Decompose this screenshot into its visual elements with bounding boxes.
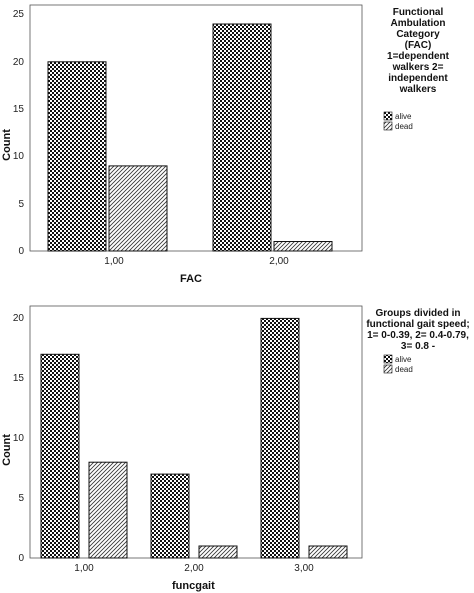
x-tick-label: 2,00 <box>184 563 204 574</box>
y-tick-label: 5 <box>18 199 24 210</box>
legend-title-line: (FAC) <box>405 40 432 51</box>
y-tick-label: 0 <box>18 246 24 257</box>
bar-alive-2 <box>150 473 190 559</box>
chart-funcgait-y-ticks: 0 5 10 15 20 <box>13 313 25 564</box>
legend-label-alive: alive <box>395 355 412 364</box>
legend-title-line: Ambulation <box>391 18 446 29</box>
legend-title-line: independent <box>388 73 448 84</box>
legend-title-line: Category <box>396 29 440 40</box>
chart-funcgait: 0 5 10 15 20 1,00 2,00 3,00 funcgait Cou… <box>1 305 470 592</box>
bar-dead-2 <box>273 241 333 252</box>
y-tick-label: 15 <box>13 373 25 384</box>
chart-fac-bars <box>47 23 333 252</box>
legend-title-line: functional gait speed; <box>366 319 469 330</box>
chart-fac-y-axis-label: Count <box>1 129 13 161</box>
chart-fac-plot-frame <box>29 4 363 252</box>
bar-dead-1 <box>88 461 128 559</box>
legend-swatch-alive <box>383 354 393 364</box>
bar-alive-1 <box>40 353 80 559</box>
legend-swatch-dead <box>383 121 393 131</box>
legend-title-line: 3= 0.8 - <box>401 341 435 352</box>
legend-label-alive: alive <box>395 112 412 121</box>
legend-title-line: 1= 0-0.39, 2= 0.4-0.79, <box>367 330 469 341</box>
bar-dead-3 <box>308 545 348 559</box>
chart-fac-y-ticks: 0 5 10 15 20 25 <box>13 9 25 257</box>
legend-title-line: walkers 2= <box>392 62 444 73</box>
chart-fac-x-ticks: 1,00 2,00 <box>104 256 289 267</box>
x-tick-label: 1,00 <box>104 256 124 267</box>
y-tick-label: 15 <box>13 104 25 115</box>
y-tick-label: 25 <box>13 9 25 20</box>
y-tick-label: 0 <box>18 553 24 564</box>
bar-dead-2 <box>198 545 238 559</box>
bar-alive-3 <box>260 317 300 559</box>
x-tick-label: 1,00 <box>74 563 94 574</box>
chart-fac: 0 5 10 15 20 25 1,00 2,00 FAC Count Func… <box>1 4 450 285</box>
y-tick-label: 10 <box>13 151 25 162</box>
legend-swatch-dead <box>383 364 393 374</box>
chart-fac-x-axis-label: FAC <box>180 273 202 285</box>
chart-funcgait-y-axis-label: Count <box>1 434 13 466</box>
chart-funcgait-x-axis-label: funcgait <box>172 580 215 592</box>
legend-label-dead: dead <box>395 365 413 374</box>
y-tick-label: 20 <box>13 57 25 68</box>
legend-swatch-alive <box>383 111 393 121</box>
legend-title-line: Groups divided in <box>375 308 460 319</box>
bar-alive-2 <box>212 23 272 252</box>
legend-label-dead: dead <box>395 122 413 131</box>
legend-title-line: Functional <box>393 7 444 18</box>
chart-fac-legend: Functional Ambulation Category (FAC) 1=d… <box>383 7 450 131</box>
x-tick-label: 3,00 <box>294 563 314 574</box>
y-tick-label: 5 <box>18 493 24 504</box>
bar-alive-1 <box>47 61 107 252</box>
legend-title-line: 1=dependent <box>387 51 450 62</box>
chart-funcgait-bars <box>40 317 348 559</box>
chart-funcgait-plot-frame <box>29 305 363 559</box>
chart-funcgait-x-ticks: 1,00 2,00 3,00 <box>74 563 314 574</box>
y-tick-label: 20 <box>13 313 25 324</box>
legend-title-line: walkers <box>399 84 437 95</box>
x-tick-label: 2,00 <box>269 256 289 267</box>
bar-dead-1 <box>108 165 168 252</box>
y-tick-label: 10 <box>13 433 25 444</box>
chart-funcgait-legend: Groups divided in functional gait speed;… <box>366 308 469 374</box>
